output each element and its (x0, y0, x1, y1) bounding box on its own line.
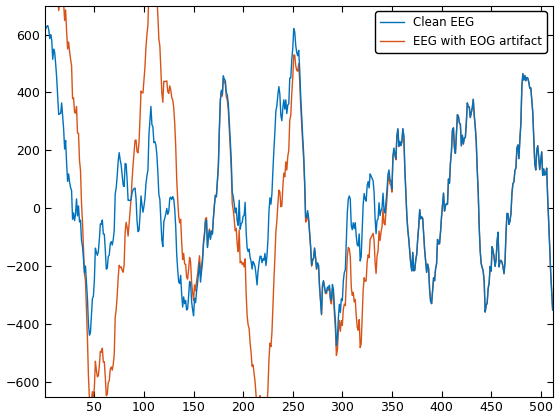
Clean EEG (43, 26, 49, 31)
EEG with EOG artifact (459, 133, 466, 138)
Clean EEG (53, 76, 60, 81)
EEG with EOG artifact (212, 193, 219, 198)
Clean EEG (212, 193, 219, 198)
Clean EEG (333, 343, 340, 348)
Line: EEG with EOG artifact: EEG with EOG artifact (46, 0, 553, 416)
Clean EEG (267, 195, 273, 200)
EEG with EOG artifact (549, 307, 556, 312)
Clean EEG (549, 307, 556, 312)
Clean EEG (44, 23, 51, 28)
EEG with EOG artifact (115, 275, 122, 280)
Clean EEG (497, 258, 503, 263)
EEG with EOG artifact (497, 258, 503, 263)
Legend: Clean EEG, EEG with EOG artifact: Clean EEG, EEG with EOG artifact (375, 11, 547, 53)
Line: Clean EEG: Clean EEG (46, 26, 553, 346)
Clean EEG (116, 150, 123, 155)
EEG with EOG artifact (263, 414, 269, 419)
Clean EEG (459, 133, 466, 138)
EEG with EOG artifact (268, 344, 274, 349)
